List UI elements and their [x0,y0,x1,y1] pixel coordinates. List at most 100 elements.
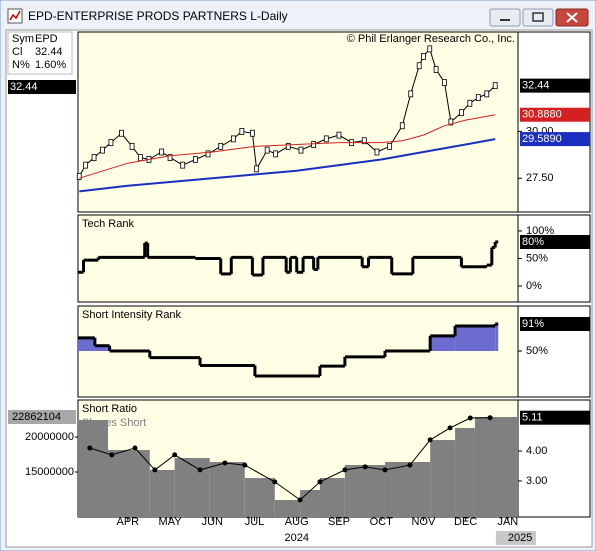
value-box [520,316,590,331]
short-ratio-dot [447,425,453,431]
y-tick-label: 27.50 [526,172,554,184]
price-candle [323,135,329,143]
app-icon-line [9,10,21,21]
info-label: Cl [12,46,22,58]
price-candle [180,161,186,169]
rank-fill [455,325,496,352]
shares-short-area [149,469,175,517]
shares-short-area [474,416,518,517]
year-label: 2024 [284,532,308,544]
x-tick-label: SEP [328,516,350,528]
value-box [520,234,590,249]
shares-short-area [274,499,301,517]
y-tick-label: 15000000 [25,466,74,478]
short-ratio-dot [382,467,388,473]
short-ratio-dot [172,452,178,458]
y-tick-label: 100% [526,225,554,237]
shares-short-area [107,450,150,517]
short-ratio-dot [467,415,473,421]
short-ratio-dot [272,479,278,485]
price-candle [427,45,433,53]
short-ratio-dot [342,467,348,473]
rank-fill [430,335,456,352]
x-tick-label: MAY [159,516,183,528]
minimize-button[interactable] [489,8,521,27]
shares-short-area [174,458,210,517]
x-tick-label: APR [117,516,140,528]
shares-short-area [384,461,431,517]
short-ratio-dot [242,462,248,468]
short-ratio-dot [487,415,493,421]
price-candle [192,156,198,163]
price-candle [492,82,498,90]
info-value: 1.60% [35,59,66,71]
price-candle [336,131,342,139]
shares-short-area [78,420,108,517]
price-candle [285,142,291,150]
maximize-button[interactable] [522,8,554,27]
price-candle [264,146,270,154]
info-label: N% [12,59,30,71]
x-tick-label: JUN [202,516,223,528]
x-tick-label: JUL [245,516,265,528]
y-tick-label: 4.00 [526,445,547,457]
rank-fill [78,337,95,352]
price-candle [475,94,481,102]
price-candle [374,148,380,156]
price-candle [361,137,367,145]
price-candle [138,154,143,162]
short-ratio-dot [109,452,115,458]
info-label: Sym [12,33,34,45]
value-box [8,80,76,94]
value-box [520,410,590,425]
x-tick-label: OCT [370,516,394,528]
shares-short-area [344,465,385,517]
short-ratio-dot [297,497,303,503]
value-box [520,132,590,147]
maximize-icon [532,12,544,22]
shares-short-area [319,478,345,517]
value-box-label: 22862104 [12,411,61,423]
short-ratio-dot [317,479,323,485]
close-icon [566,12,578,23]
short-ratio-dot [197,467,203,473]
panel-title: Short Intensity Rank [82,309,182,321]
price-candle [239,127,245,135]
info-value: 32.44 [35,46,63,58]
price-candle [467,99,473,107]
value-box-label: 29.5890 [522,133,562,145]
price-candle [230,135,236,143]
short-ratio-dot [222,460,228,466]
price-candle [108,139,114,147]
price-candle [76,172,82,180]
price-candle [311,141,317,148]
y-tick-label: 3.00 [526,475,547,487]
price-candle [91,154,97,162]
price-candle [218,142,224,150]
price-candle [442,79,447,87]
price-candle [416,62,422,70]
shares-short-area [430,440,456,517]
price-candle [387,142,393,150]
charts: 30.0027.5032.4432.4430.888029.5890100%50… [7,31,591,545]
price-candle [408,90,414,98]
info-value: EPD [35,33,58,45]
price-candle [433,66,439,73]
plot-background [77,31,519,213]
copyright: © Phil Erlanger Research Co., Inc. [347,33,515,45]
shares-short-area [209,461,245,517]
price-candle [254,165,260,173]
price-candle [448,118,454,126]
price-candle [167,154,173,162]
axis-background [517,214,591,303]
value-box [8,409,76,424]
x-tick-label: NOV [411,516,436,528]
value-box-label: 5.11 [522,412,543,424]
year-bg [495,531,536,545]
price-candle [249,129,255,137]
shares-short-area [455,427,475,517]
value-box [520,107,590,122]
legend-entry: Shares Short [82,417,146,429]
info-box [7,31,73,75]
